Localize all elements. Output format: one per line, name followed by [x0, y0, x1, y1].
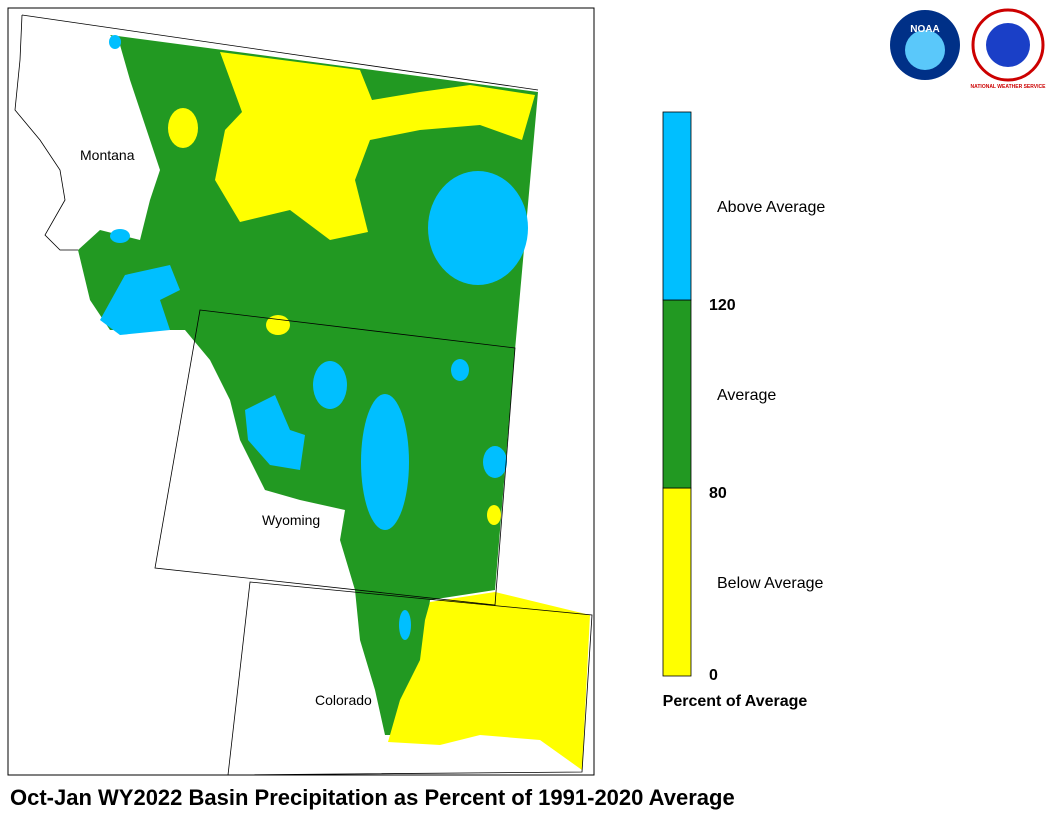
precip-above [399, 610, 411, 640]
legend-band-label: Average [717, 387, 776, 404]
state-boundary [227, 581, 593, 776]
precip-below [168, 108, 198, 148]
state-label: Wyoming [262, 512, 320, 528]
precip-above [110, 229, 130, 243]
state-boundary [21, 14, 539, 91]
precip-above [100, 265, 180, 335]
legend: Below Average Average Above Average 0 80 120 P… [662, 111, 825, 710]
state-label: Montana [80, 147, 135, 163]
legend-tick-label: 120 [709, 297, 736, 314]
precip-below [215, 52, 535, 240]
legend-band [662, 111, 692, 301]
precip-below [388, 592, 590, 770]
logo-text: NATIONAL WEATHER SERVICE [971, 84, 1047, 90]
map: Montana Wyoming Colorado [7, 7, 595, 776]
logos: NOAA NATIONAL WEATHER SERVICE [890, 8, 1047, 90]
precip-below [487, 505, 501, 525]
legend-title: Percent of Average [663, 693, 808, 710]
precip-above [245, 395, 305, 470]
precip-above [428, 171, 528, 285]
nws-logo-inner [986, 23, 1030, 67]
legend-band [662, 487, 692, 677]
precip-above [313, 361, 347, 409]
state-boundary [14, 14, 78, 251]
legend-tick-label: 80 [709, 485, 727, 502]
logo-text: NOAA [910, 24, 939, 35]
precip-average [78, 35, 538, 735]
precip-above [483, 446, 507, 478]
precip-above [361, 394, 409, 530]
noaa-logo-inner [905, 30, 945, 70]
state-label: Colorado [315, 692, 372, 708]
map-title: Oct-Jan WY2022 Basin Precipitation as Pe… [10, 785, 735, 810]
state-boundary [154, 309, 516, 606]
legend-band-label: Below Average [717, 575, 824, 592]
legend-band-label: Above Average [717, 199, 825, 216]
precip-above [451, 359, 469, 381]
legend-band [662, 299, 692, 489]
precip-above [109, 35, 121, 49]
legend-tick-label: 0 [709, 667, 718, 684]
